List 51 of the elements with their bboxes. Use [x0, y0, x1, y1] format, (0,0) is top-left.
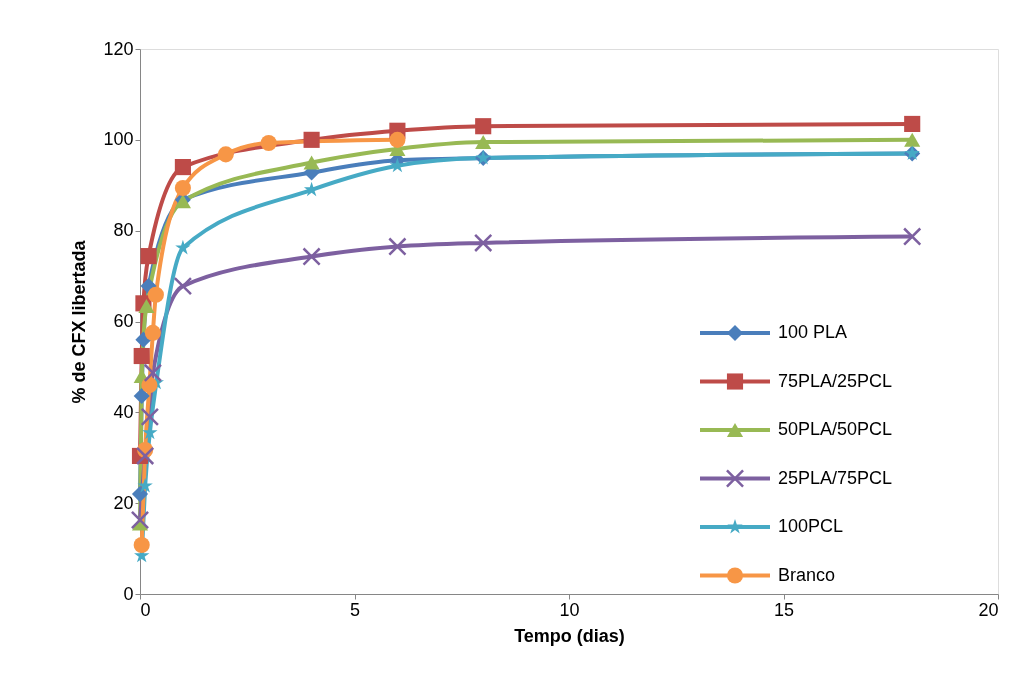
x-tick-label: 10: [559, 599, 580, 620]
point: [138, 299, 155, 314]
point: [904, 132, 921, 147]
y-tick-label: 80: [113, 220, 134, 241]
y-tick-label: 0: [123, 583, 134, 604]
x-tick-label: 15: [773, 599, 795, 620]
point: [143, 363, 163, 383]
legend-label: 100PCL: [778, 516, 844, 536]
point: [475, 135, 492, 150]
point: [140, 407, 160, 427]
y-axis-title: % de CFX libertada: [69, 239, 90, 404]
point: [133, 347, 150, 365]
point: [388, 237, 407, 256]
point: [217, 146, 234, 163]
y-tick-label: 20: [113, 492, 134, 513]
point: [137, 477, 153, 493]
point: [131, 486, 149, 503]
point: [130, 510, 150, 530]
point: [144, 324, 161, 341]
legend-label: 25PLA/75PCL: [778, 467, 893, 488]
point: [904, 115, 921, 132]
point: [260, 134, 277, 152]
point: [140, 248, 157, 265]
point: [389, 131, 406, 148]
legend-label: 100 PLA: [778, 322, 848, 342]
point: [133, 387, 150, 405]
point: [902, 227, 922, 246]
point: [175, 239, 191, 255]
x-tick-label: 20: [978, 599, 999, 620]
point: [475, 118, 492, 135]
x-tick-label: 0: [140, 599, 151, 620]
legend-label: Branco: [778, 564, 836, 585]
point: [302, 247, 321, 266]
x-tick-label: 5: [349, 599, 361, 620]
point: [135, 446, 155, 466]
point: [174, 159, 191, 176]
y-tick-label: 40: [113, 401, 134, 422]
legend-label: 50PLA/50PCL: [778, 419, 893, 439]
point: [133, 536, 150, 553]
point: [303, 131, 320, 148]
point: [303, 155, 320, 170]
y-tick-label: 120: [103, 38, 134, 59]
point: [173, 276, 193, 296]
point: [147, 286, 164, 303]
x-axis-title: Tempo (dias): [514, 625, 625, 646]
point: [174, 179, 191, 197]
legend-label: 75PLA/25PCL: [778, 370, 893, 391]
point: [141, 377, 158, 394]
point: [473, 233, 493, 253]
y-tick-label: 60: [113, 311, 134, 331]
y-tick-label: 100: [103, 129, 134, 150]
